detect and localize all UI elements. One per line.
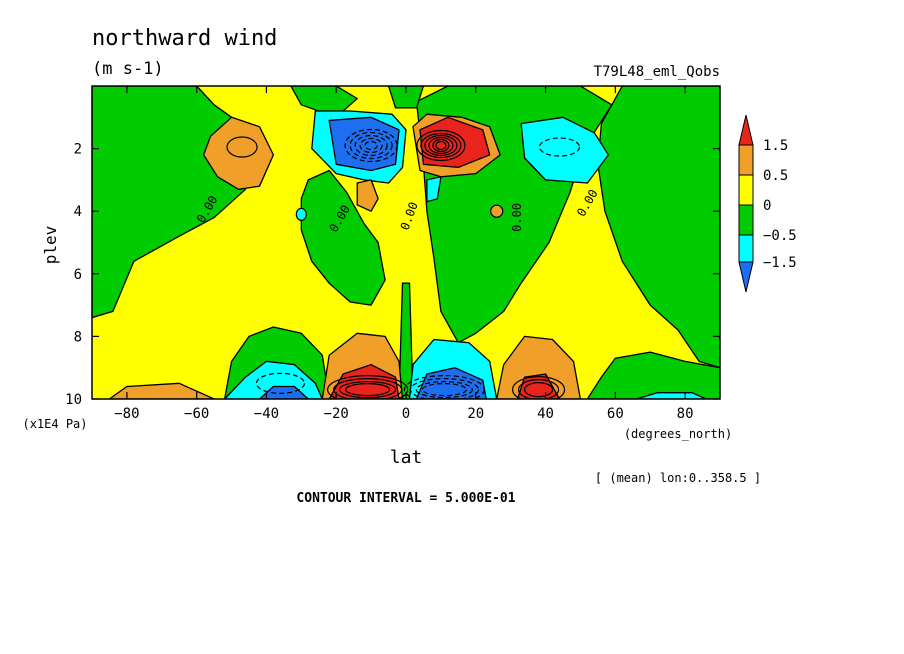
blue-region-sh-upper: [328, 116, 400, 172]
contour-sh-jet-neg-0: [344, 128, 398, 163]
green-region-equator-low: [398, 282, 414, 399]
colorbar: 1.5 0.5 0 −0.5 −1.5: [738, 114, 797, 293]
contour-sh-low-pos-3: [345, 383, 391, 397]
orange-region-sh-upper: [202, 116, 275, 190]
contour-nh-lower-pos-0: [511, 376, 566, 399]
y-tick-label: 10: [65, 392, 82, 408]
orange-blob-nh: [490, 204, 504, 218]
orange-region-sh-surface: [108, 382, 215, 399]
contour-sh-low-pos-1: [333, 378, 403, 399]
orange-region-nh-lower: [496, 335, 582, 399]
y-tick-label: 6: [74, 267, 82, 283]
colorbar-segment-bottom: [738, 261, 754, 293]
x-axis-units: (degrees_north): [624, 427, 732, 441]
contour-nh-low-neg-1: [409, 378, 479, 399]
colorbar-segment-3: [738, 234, 754, 263]
contour-nh-upper-neg: [538, 137, 581, 157]
x-tick-label: 60: [607, 406, 624, 422]
x-tick-label: −40: [254, 406, 279, 422]
cyan-blob-nh-mid: [426, 176, 442, 203]
averaging-note: [ (mean) lon:0..358.5 ]: [595, 471, 761, 485]
green-region-top-left: [290, 86, 358, 118]
contour-sh-jet-neg-1: [349, 131, 393, 160]
colorbar-segment-0: [738, 144, 754, 176]
x-axis-label: lat: [390, 447, 423, 468]
colorbar-label: 1.5: [763, 138, 788, 154]
green-region-nh-low: [586, 351, 720, 399]
cyan-region-nh-surface: [635, 392, 707, 399]
x-tick-label: 40: [537, 406, 554, 422]
zero-contour-label-3: 0.00: [510, 203, 524, 232]
y-axis-label: plev: [41, 226, 60, 265]
colorbar-segment-top: [738, 114, 754, 146]
x-tick-label: −20: [324, 406, 349, 422]
x-tick-label: −60: [184, 406, 209, 422]
chart-title: northward wind: [92, 26, 277, 51]
contour-nh-jet-pos-3: [428, 136, 454, 155]
contour-nh-jet-pos-4: [432, 138, 450, 153]
x-tick-label: 80: [677, 406, 694, 422]
contour-sh-jet-neg-3: [359, 137, 383, 154]
contour-sh-jet-neg-2: [354, 134, 388, 157]
cyan-blob-sh: [295, 207, 307, 221]
contour-sh-low-pos-0: [327, 375, 409, 399]
experiment-label: T79L48_eml_Qobs: [594, 64, 720, 80]
chart-units: (m s-1): [92, 59, 164, 79]
green-region-top-center: [387, 86, 425, 109]
contour-nh-jet-pos-0: [416, 129, 466, 162]
green-region-sh-mid: [300, 169, 386, 306]
cyan-region-nh-upper: [520, 116, 610, 184]
y-axis-units: (x1E4 Pa): [22, 417, 87, 431]
contour-nh-jet-pos-1: [420, 132, 462, 159]
contour-nh-lower-pos-1: [517, 379, 560, 399]
field-layer: 0.00 0.00 0.00 0.00 0.00: [92, 86, 720, 399]
contour-sh-low-pos-2: [339, 381, 397, 399]
colorbar-label: 0: [763, 198, 771, 214]
y-tick-label: 2: [74, 142, 82, 158]
contour-interval: CONTOUR INTERVAL = 5.000E-01: [296, 491, 515, 506]
colorbar-label: −1.5: [763, 255, 797, 271]
colorbar-label: 0.5: [763, 168, 788, 184]
contour-nh-lower-pos-2: [523, 382, 554, 398]
contour-sh-upper-inner: [226, 136, 258, 158]
plot-area: 0.00 0.00 0.00 0.00 0.00 −80 −60 −40 −20 0 20 40 60…: [65, 85, 721, 422]
contour-sh-low-neg: [255, 372, 305, 394]
contour-sh-jet-neg-4: [364, 140, 378, 151]
x-tick-label: 20: [467, 406, 484, 422]
x-tick-label: 0: [402, 406, 410, 422]
colorbar-segment-1: [738, 174, 754, 206]
orange-blob-sh-mid: [356, 179, 379, 212]
contour-nh-jet-pos-5: [435, 140, 447, 151]
y-tick-label: 4: [74, 204, 82, 220]
x-tick-label: −80: [114, 406, 139, 422]
y-tick-label: 8: [74, 329, 82, 345]
contour-nh-low-neg-3: [421, 383, 467, 397]
contour-nh-low-neg-2: [415, 381, 473, 399]
contour-nh-jet-pos-2: [424, 134, 458, 157]
colorbar-segment-2: [738, 204, 754, 236]
contour-nh-low-neg-0: [403, 375, 485, 399]
colorbar-label: −0.5: [763, 228, 797, 244]
